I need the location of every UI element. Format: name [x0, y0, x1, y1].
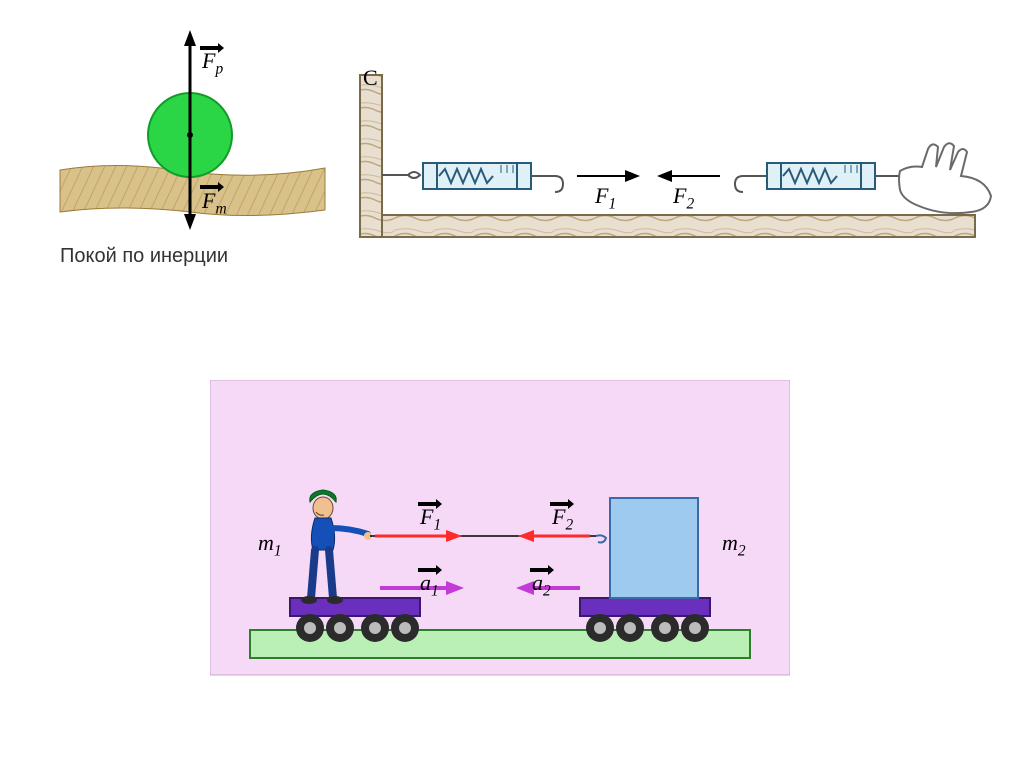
label-m1: m1 — [258, 530, 282, 560]
label-c: C — [363, 65, 378, 91]
label-f1-cart: F1 — [420, 504, 441, 534]
force-up-label: Fp — [202, 48, 223, 78]
label-a1: a1 — [420, 570, 439, 600]
dyn-svg — [355, 65, 1005, 255]
label-m2: m2 — [722, 530, 746, 560]
force-down-label: Fт — [202, 188, 227, 218]
label-f2: F2 — [673, 183, 694, 213]
hand-icon — [899, 143, 991, 213]
dynamometer-left — [423, 163, 531, 189]
diagram-dynamometers: C F1 F2 — [355, 65, 1005, 255]
carts-svg — [210, 380, 790, 690]
label-f1: F1 — [595, 183, 616, 213]
dynamometer-right — [767, 163, 875, 189]
label-f2-cart: F2 — [552, 504, 573, 534]
inertia-svg — [40, 20, 340, 240]
diagram-two-carts: m1 m2 F1 F2 a1 a2 — [210, 380, 790, 690]
diagram-inertia-rest: Fp Fт Покой по инерции — [40, 20, 340, 280]
label-a2: a2 — [532, 570, 551, 600]
inertia-caption: Покой по инерции — [60, 245, 228, 268]
